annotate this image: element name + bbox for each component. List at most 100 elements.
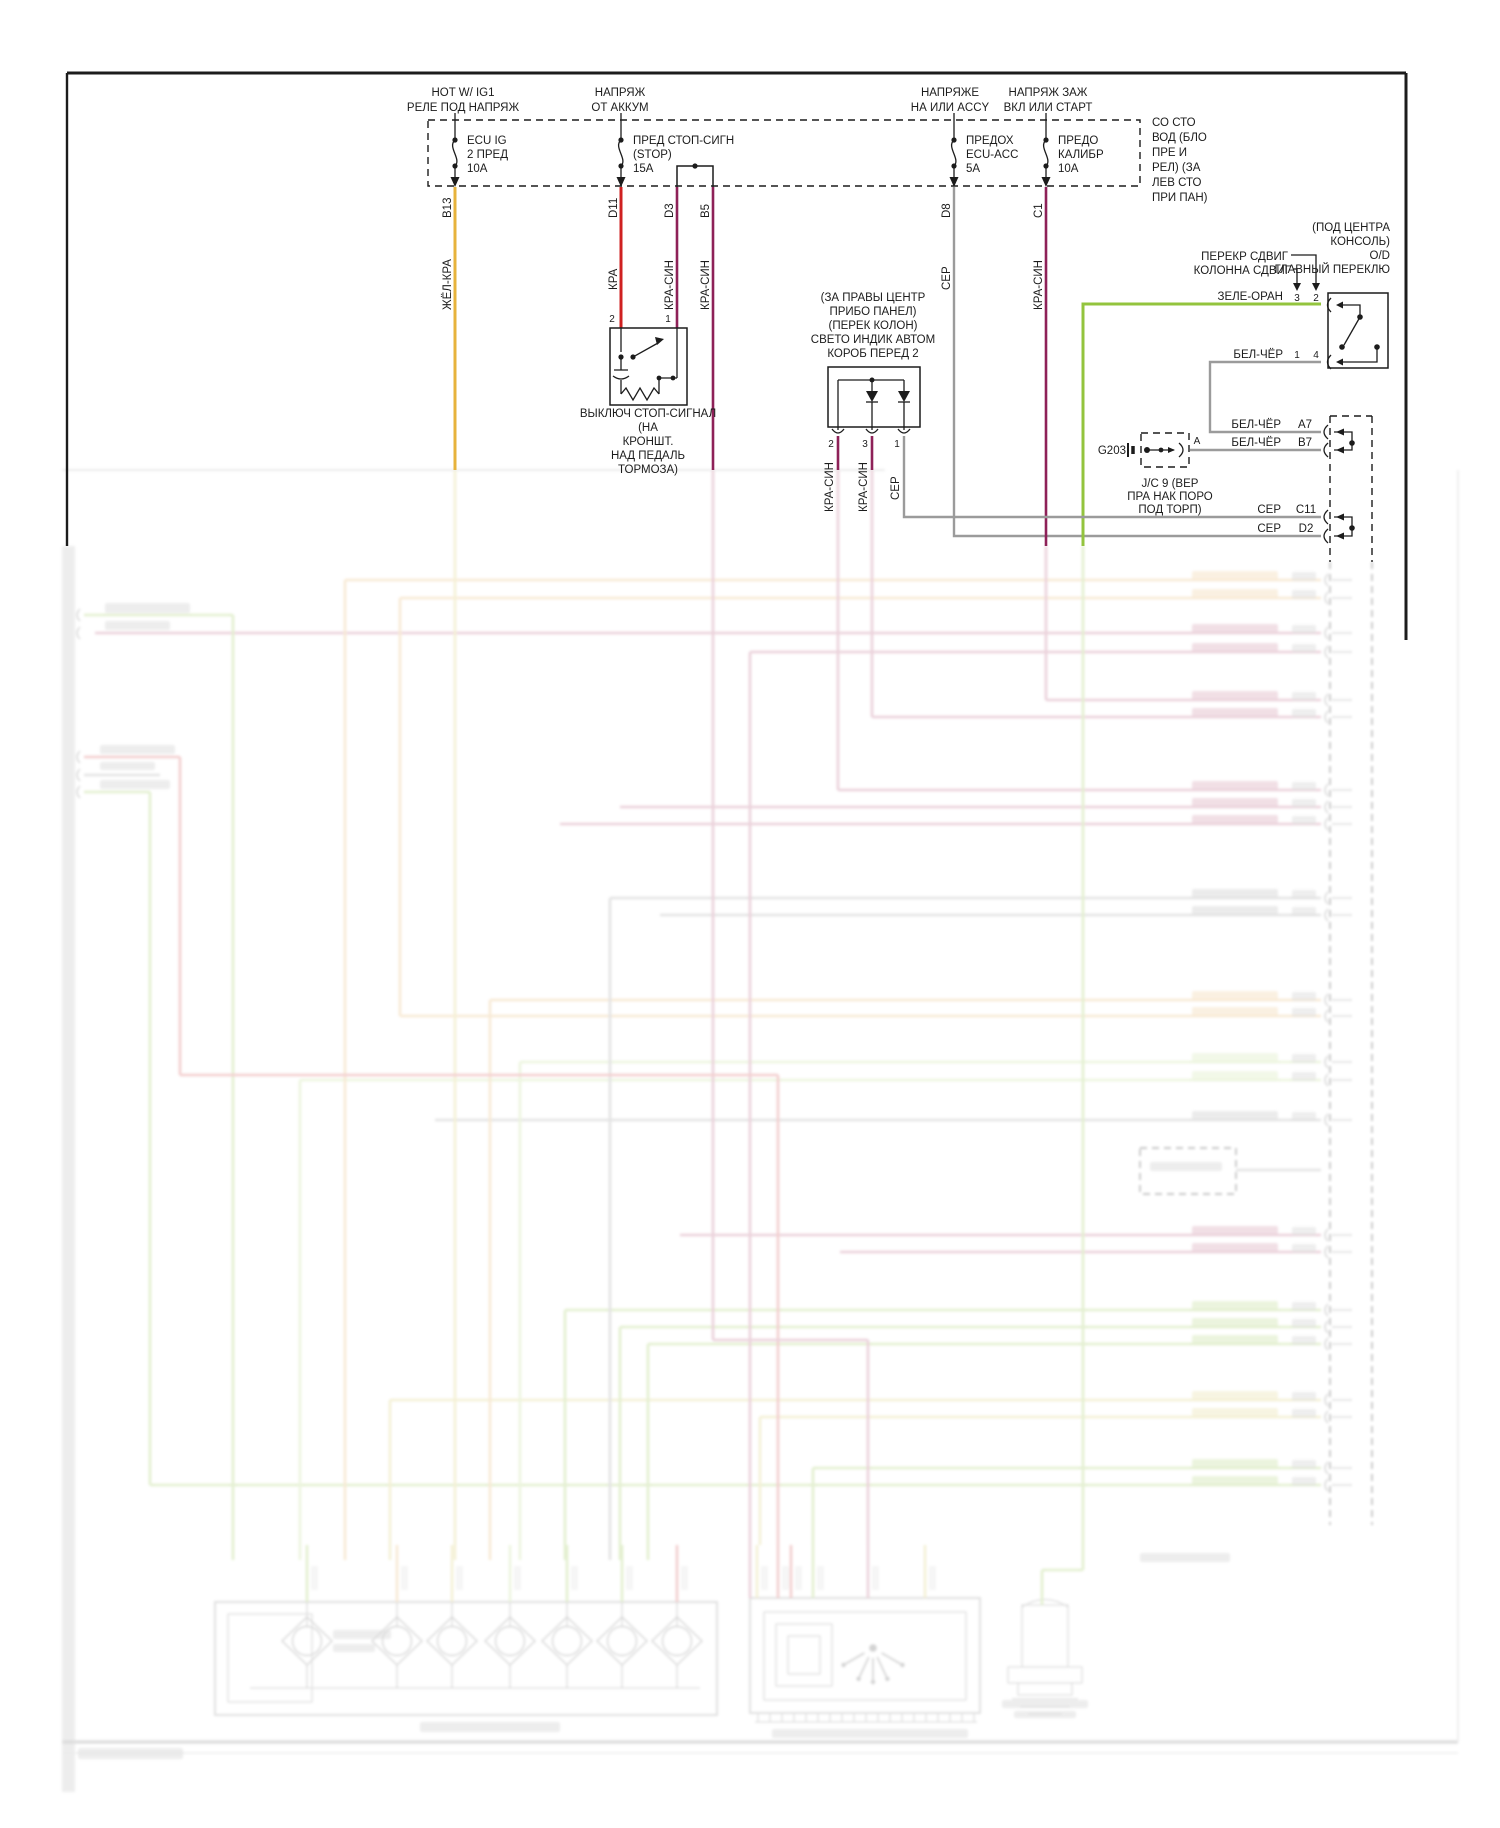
faded-wire <box>772 1729 968 1738</box>
faded-wire <box>1192 1459 1278 1469</box>
faded-wire <box>876 1656 888 1678</box>
faded-wire <box>1150 1162 1222 1171</box>
conn-pin-c11: C11 <box>1296 504 1316 516</box>
faded-wire <box>381 1625 413 1657</box>
faded-wire <box>1192 781 1278 791</box>
faded-wire <box>105 621 170 630</box>
faded-wire <box>650 1616 704 1666</box>
faded-wire <box>1292 890 1316 899</box>
faded-wire <box>1292 799 1316 808</box>
faded-wire <box>76 750 81 764</box>
faded-wire <box>1324 1303 1329 1317</box>
faded-wire <box>401 1566 408 1590</box>
faded-wire <box>1192 708 1278 718</box>
faded-wire <box>606 1625 638 1657</box>
faded-wire <box>856 1676 861 1682</box>
faded-wire <box>626 1566 633 1590</box>
faded-wire <box>311 1566 318 1590</box>
faded-wire <box>761 1566 768 1590</box>
faded-wire <box>76 768 81 782</box>
faded-wire <box>1324 1228 1329 1242</box>
faded-wire <box>100 762 155 770</box>
diode-title-4: СВЕТО ИНДИК АВТОМ <box>811 334 935 346</box>
faded-wire <box>1324 1410 1329 1424</box>
box-note-3: ПРЕ И <box>1152 147 1187 159</box>
faded-wire <box>1324 645 1329 659</box>
faded-wire <box>1192 1226 1278 1236</box>
jc9-caption-3: ПОД ТОРП) <box>1138 504 1201 516</box>
faded-wire <box>900 1662 905 1668</box>
od-loc-2: КОНСОЛЬ) <box>1330 236 1390 248</box>
faded-generated-wires <box>76 470 1352 1759</box>
faded-wire <box>333 1630 391 1639</box>
faded-wire <box>841 1662 846 1668</box>
faded-wire <box>1192 1007 1278 1017</box>
pin-d8: D8 <box>941 203 953 218</box>
fuse3-name-2: ECU-ACC <box>966 149 1018 161</box>
wire-b13: ЖЁЛ-КРА <box>442 259 454 310</box>
faded-wire <box>1014 1711 1076 1718</box>
faded-wire <box>885 1676 890 1682</box>
faded-wire <box>1192 1301 1278 1311</box>
faded-wire <box>1292 644 1316 653</box>
faded-wire <box>1192 1335 1278 1345</box>
jc9-caption-2: ПРА НАК ПОРО <box>1127 491 1213 503</box>
faded-left-border <box>62 546 75 1792</box>
right-connector <box>1323 415 1373 562</box>
faded-wire <box>870 1679 876 1685</box>
box-note-5: ЛЕВ СТО <box>1152 177 1202 189</box>
faded-wire <box>1292 1244 1316 1253</box>
faded-wire <box>858 1656 870 1678</box>
fuse2-name-1: ПРЕД СТОП-СИГН <box>633 135 734 147</box>
faded-wire <box>1324 1055 1329 1069</box>
diode-title-2: ПРИБО ПАНЕЛ) <box>829 306 916 318</box>
supply-dashed-box <box>427 113 1141 187</box>
pin-b13: B13 <box>442 198 454 218</box>
faded-wire <box>881 1652 902 1665</box>
wire-gray-od-a7 <box>1208 360 1321 434</box>
stopsw-pin-1: 1 <box>665 314 671 325</box>
box-note-2: ВОД (БЛО <box>1152 132 1207 144</box>
fuse2-rating: 15А <box>633 163 654 175</box>
faded-wire <box>514 1566 521 1590</box>
wire-gray-d8-d2 <box>952 187 1321 538</box>
od-leader-2: КОЛОННА СДВИГ <box>1194 265 1292 277</box>
faded-wire <box>1192 906 1278 916</box>
faded-wire <box>1292 1054 1316 1063</box>
wire-green-od <box>1081 302 1321 546</box>
faded-wire <box>1292 1072 1316 1081</box>
power-distribution-section <box>65 71 1408 640</box>
faded-lower-diagram <box>62 469 1459 1792</box>
od-loc-1: (ПОД ЦЕНТРА <box>1312 222 1390 234</box>
faded-wire <box>1292 1460 1316 1469</box>
pin-d3: D3 <box>664 203 676 218</box>
conn-pin-d2: D2 <box>1299 523 1314 535</box>
fuse4-name-1: ПРЕДО <box>1058 135 1098 147</box>
src2-title-1: НАПРЯЖ <box>595 87 646 99</box>
faded-wire <box>795 1566 802 1590</box>
faded-wire <box>1192 1408 1278 1418</box>
jc9-pin-a: A <box>1194 436 1201 447</box>
fuse1-name-1: ECU IG <box>467 135 507 147</box>
src2-title-2: ОТ АККУМ <box>591 102 648 114</box>
faded-wire <box>1324 908 1329 922</box>
pin-b5: B5 <box>700 204 712 218</box>
faded-range-switch-block <box>749 1597 981 1723</box>
faded-connector-dashed <box>1329 562 1373 1525</box>
faded-wire <box>1324 1320 1329 1334</box>
faded-wire <box>1192 815 1278 825</box>
od-main-switch <box>1291 254 1389 370</box>
src3-title-1: НАПРЯЖЕ <box>921 87 979 99</box>
faded-wire <box>78 1748 183 1759</box>
faded-wire <box>1292 782 1316 791</box>
conn-pin-a7: A7 <box>1298 419 1312 431</box>
faded-wire <box>1292 572 1316 581</box>
faded-wire <box>571 1566 578 1590</box>
diode-title-5: КОРОБ ПЕРЕД 2 <box>827 348 918 360</box>
faded-wire <box>483 1616 537 1666</box>
diode-pin-1: 1 <box>894 439 900 450</box>
faded-wire <box>1324 817 1329 831</box>
stopsw-caption-4: НАД ПЕДАЛЬ <box>611 450 685 462</box>
diode-wire-3: КРА-СИН <box>858 462 870 512</box>
